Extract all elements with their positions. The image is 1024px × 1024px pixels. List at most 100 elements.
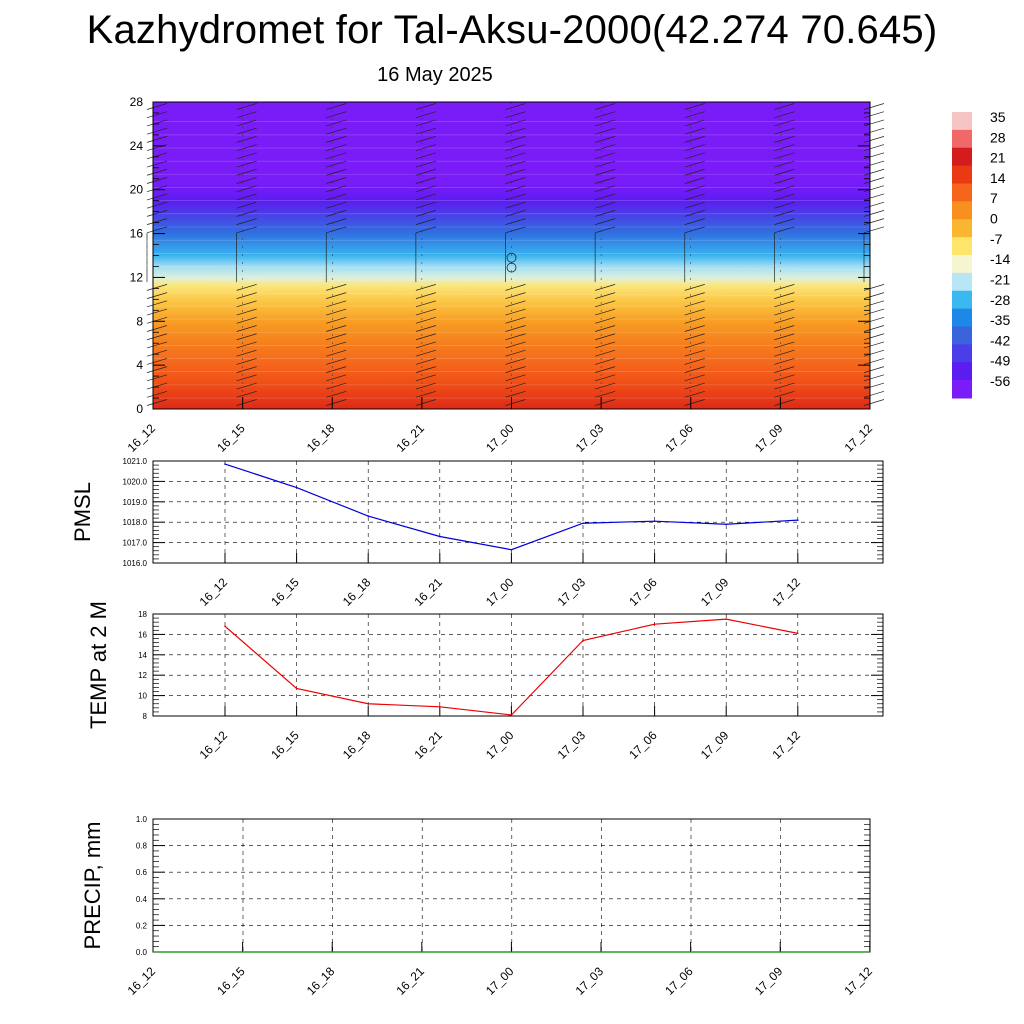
wind-barb (595, 177, 616, 184)
wind-barb (595, 127, 616, 135)
wind-barb (863, 374, 885, 382)
wind-barb (326, 160, 347, 168)
wind-barb (684, 226, 705, 234)
wind-barb (146, 316, 168, 324)
wind-barb (326, 127, 347, 135)
wind-barb (146, 284, 168, 291)
wind-barb (595, 111, 616, 119)
wind-barb (326, 292, 347, 299)
wind-barb (863, 144, 885, 151)
wind-barb (774, 152, 795, 160)
wind-barb (774, 366, 795, 373)
y-tick-label: 4 (136, 358, 143, 372)
wind-barb (595, 193, 616, 201)
wind-barb (595, 390, 616, 398)
colorbar-swatch (952, 290, 972, 310)
wind-barb (146, 308, 168, 316)
wind-barb (505, 144, 526, 151)
wind-barb (595, 399, 616, 406)
x-tick-label: 17_09 (698, 575, 732, 609)
colorbar-label: 14 (990, 170, 1006, 186)
plot-frame (152, 460, 884, 564)
wind-barb (505, 193, 526, 201)
wind-barb (684, 390, 705, 398)
data-point (439, 535, 441, 538)
y-tick-label: 12 (130, 270, 144, 284)
wind-barb (505, 358, 526, 365)
wind-barb (774, 127, 795, 135)
wind-barb (684, 160, 705, 168)
wind-barb (684, 185, 705, 193)
y-tick-label: 12 (138, 671, 147, 680)
wind-barb (146, 160, 168, 168)
wind-barb (774, 333, 795, 341)
wind-barb (863, 300, 885, 308)
wind-barb (863, 111, 885, 119)
wind-barb (236, 333, 257, 341)
wind-barb (863, 382, 885, 390)
wind-barb (236, 226, 257, 234)
wind-barb (684, 201, 705, 209)
wind-barb (595, 168, 616, 176)
wind-barb (684, 144, 705, 151)
colorbar-swatch (952, 112, 972, 131)
wind-barb (684, 136, 705, 143)
wind-barb (146, 185, 168, 193)
y-tick-label: 1018.0 (123, 518, 148, 527)
wind-barb (146, 300, 168, 308)
wind-barb (595, 210, 616, 217)
wind-barb (684, 300, 705, 308)
wind-barb (684, 325, 705, 332)
colorbar-swatch (952, 165, 972, 184)
wind-barb (774, 399, 795, 406)
wind-barb (146, 111, 168, 119)
y-tick-label: 18 (138, 610, 147, 619)
wind-barb (595, 201, 616, 209)
wind-barb (595, 349, 616, 357)
y-tick-label: 1021.0 (123, 457, 148, 466)
x-tick-label: 17_12 (842, 421, 876, 455)
data-point (582, 522, 584, 525)
wind-barb (505, 111, 526, 119)
wind-barb (595, 160, 616, 168)
wind-barb (863, 284, 885, 291)
colorbar-swatch (952, 344, 972, 363)
wind-barb (774, 374, 795, 382)
wind-barb (774, 136, 795, 143)
wind-barb (595, 152, 616, 160)
wind-barb (684, 399, 705, 406)
wind-barb (505, 127, 526, 135)
wind-barb (863, 168, 885, 176)
x-tick-label: 16_18 (340, 728, 374, 762)
wind-barb (415, 292, 436, 299)
wind-barb (415, 382, 436, 390)
wind-barb (326, 201, 347, 209)
wind-barb (236, 168, 257, 176)
wind-barb (236, 341, 257, 349)
wind-barb (505, 185, 526, 193)
wind-barb (415, 111, 436, 119)
wind-barb (415, 399, 436, 406)
wind-barb (236, 136, 257, 143)
wind-barb (415, 284, 436, 291)
data-point (295, 486, 298, 489)
wind-barb (863, 316, 885, 324)
wind-barb (774, 185, 795, 193)
wind-barb (684, 103, 705, 110)
wind-barb (415, 119, 436, 127)
x-tick-label: 16_12 (197, 575, 231, 609)
x-tick-label: 16_12 (125, 964, 159, 998)
y-tick-label: 0.8 (136, 842, 148, 851)
wind-barb (236, 390, 257, 398)
wind-barb (774, 144, 795, 151)
data-point (510, 714, 513, 716)
colorbar-label: 28 (990, 129, 1006, 145)
wind-barb (415, 308, 436, 316)
x-tick-label: 17_06 (662, 421, 696, 455)
wind-barb (236, 185, 257, 193)
wind-barb (326, 210, 347, 217)
wind-barb (595, 185, 616, 193)
wind-barb (236, 111, 257, 119)
wind-barb (326, 103, 347, 110)
colorbar-swatch (952, 129, 972, 149)
